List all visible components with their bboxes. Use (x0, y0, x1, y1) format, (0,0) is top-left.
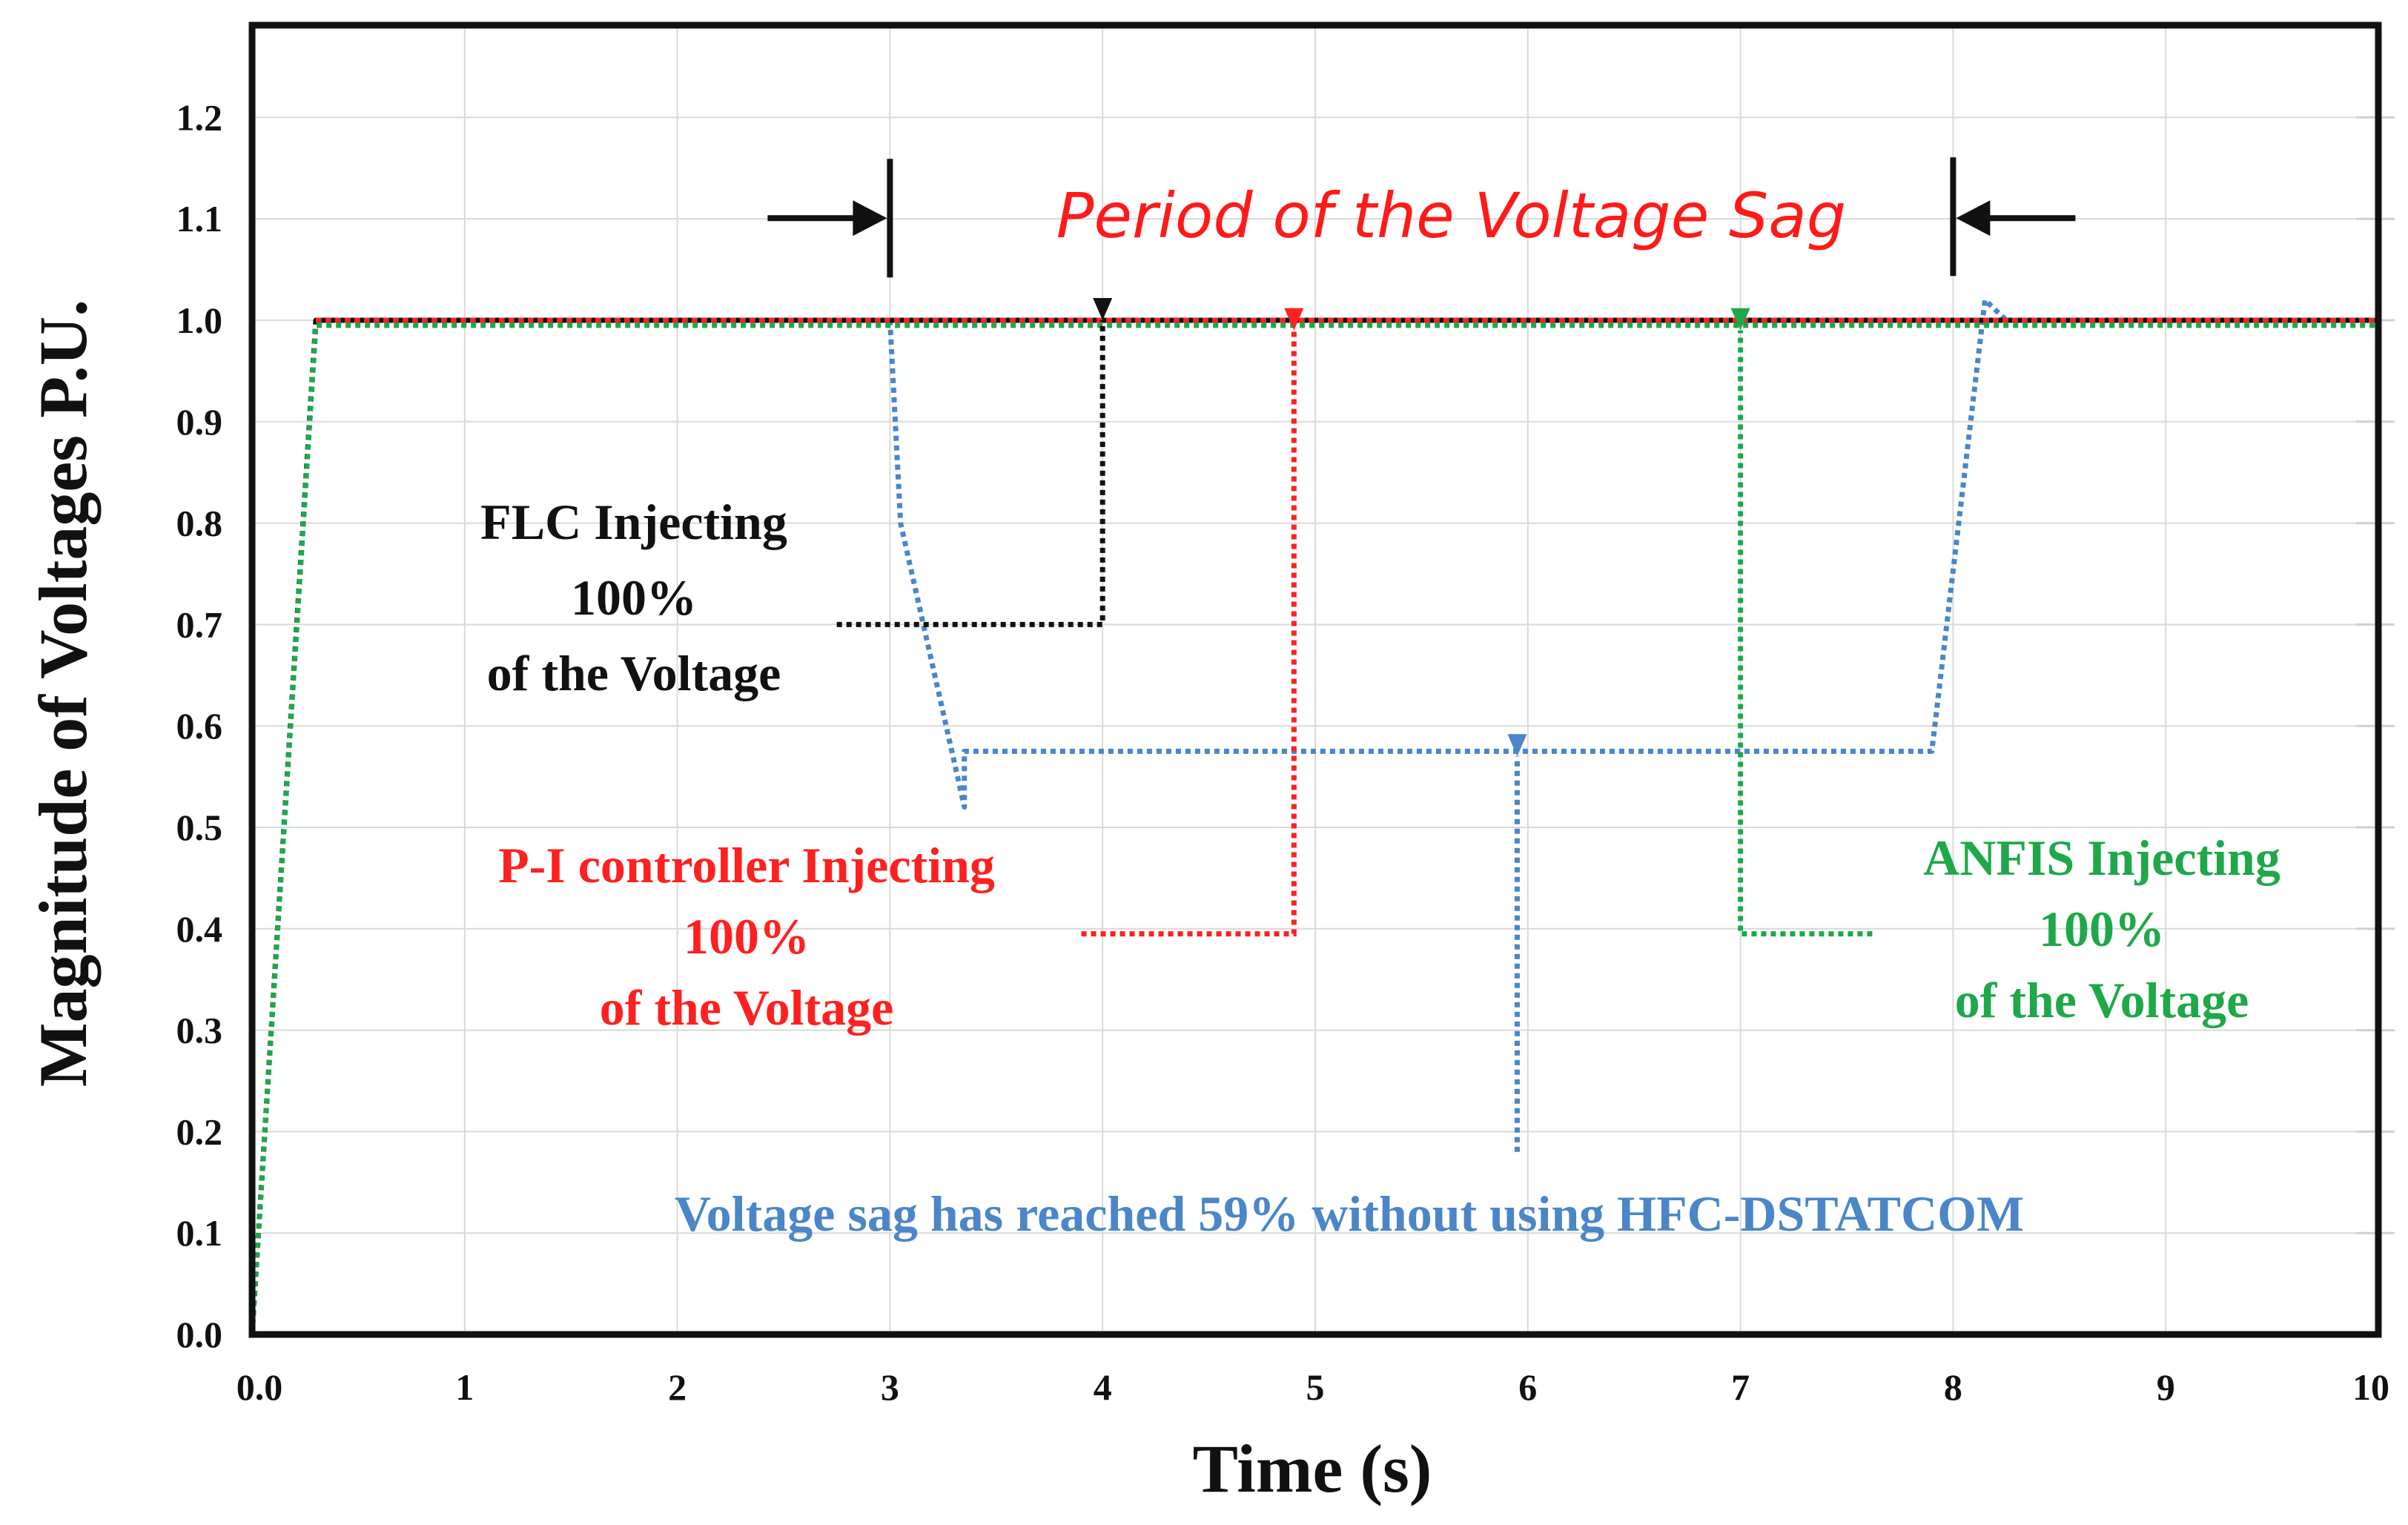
y-tick-label-10: 1.0 (176, 300, 223, 341)
annotation-arrowhead-anfis (1730, 308, 1750, 331)
x-tick-label-5: 5 (1306, 1366, 1325, 1408)
x-tick-label-9: 9 (2157, 1366, 2175, 1408)
y-tick-labels: 0.0 0.1 0.2 0.3 0.4 0.5 0.6 0.7 0.8 0.9 1.0 1.1 1.2 (176, 96, 223, 1355)
y-tick-label-8: 0.8 (176, 503, 223, 544)
series-layer (249, 297, 2378, 1335)
annotation-anfis-line-1: 100% (2039, 901, 2165, 957)
period-end-arrowhead (1956, 200, 1991, 236)
x-tick-label-4: 4 (1094, 1366, 1112, 1408)
x-tick-label-0: 0.0 (236, 1366, 283, 1408)
y-tick-label-11: 1.1 (176, 198, 223, 239)
period-start-arrowhead (853, 200, 887, 236)
y-tick-label-0: 0.0 (176, 1314, 223, 1355)
y-axis-title: Magnitude of Voltages P.U. (25, 300, 101, 1087)
x-tick-label-10: 10 (2352, 1366, 2389, 1408)
y-tick-label-5: 0.5 (176, 807, 223, 848)
annotation-pi-line-2: of the Voltage (600, 979, 894, 1036)
y-tick-label-3: 0.3 (176, 1010, 223, 1051)
annotation-anfis-line-2: of the Voltage (1955, 972, 2249, 1028)
plot-frame (248, 21, 2382, 1338)
y-tick-label-6: 0.6 (176, 705, 223, 747)
y-tick-label-2: 0.2 (176, 1111, 223, 1152)
y-tick-label-4: 0.4 (176, 908, 223, 950)
period-markers (767, 157, 2076, 278)
y-tick-label-1: 0.1 (176, 1212, 223, 1254)
annotation-arrow-line-anfis (1738, 330, 1873, 937)
x-tick-label-8: 8 (1944, 1366, 1962, 1408)
annotation-arrowhead-pi (1284, 308, 1304, 331)
annotation-flc-line-0: FLC Injecting (480, 494, 787, 550)
y-tick-label-12: 1.2 (176, 96, 223, 138)
annotation-sag-line-0: Voltage sag has reached 59% without usin… (675, 1185, 2024, 1242)
x-tick-label-6: 6 (1518, 1366, 1537, 1408)
x-tick-label-7: 7 (1731, 1366, 1750, 1408)
y-tick-label-9: 0.9 (176, 401, 223, 443)
annotation-flc-line-2: of the Voltage (487, 645, 781, 701)
x-tick-label-1: 1 (455, 1366, 474, 1408)
annotation-pi-line-1: 100% (684, 908, 810, 965)
x-axis-title: Time (s) (1193, 1431, 1432, 1506)
annotation-texts: FLC Injecting 100% of the Voltage P-I contr… (480, 494, 2280, 1242)
y-tick-label-7: 0.7 (176, 603, 223, 645)
annotation-flc-line-1: 100% (571, 569, 697, 626)
x-tick-labels: 0.0 1 2 3 4 5 6 7 8 9 10 (236, 1366, 2389, 1408)
annotation-pi-line-0: P-I controller Injecting (498, 837, 995, 893)
annotation-anfis-line-0: ANFIS Injecting (1923, 830, 2280, 886)
annotation-arrowhead-sag (1507, 734, 1527, 757)
x-tick-label-3: 3 (881, 1366, 899, 1408)
annotation-arrow-line-flc (836, 320, 1105, 627)
annotation-arrows (836, 298, 1873, 1152)
annotation-arrow-line-pi (1081, 330, 1297, 937)
x-tick-label-2: 2 (668, 1366, 687, 1408)
chart-title: Period of the Voltage Sag (1056, 179, 1846, 252)
annotation-arrowhead-flc (1093, 298, 1113, 320)
